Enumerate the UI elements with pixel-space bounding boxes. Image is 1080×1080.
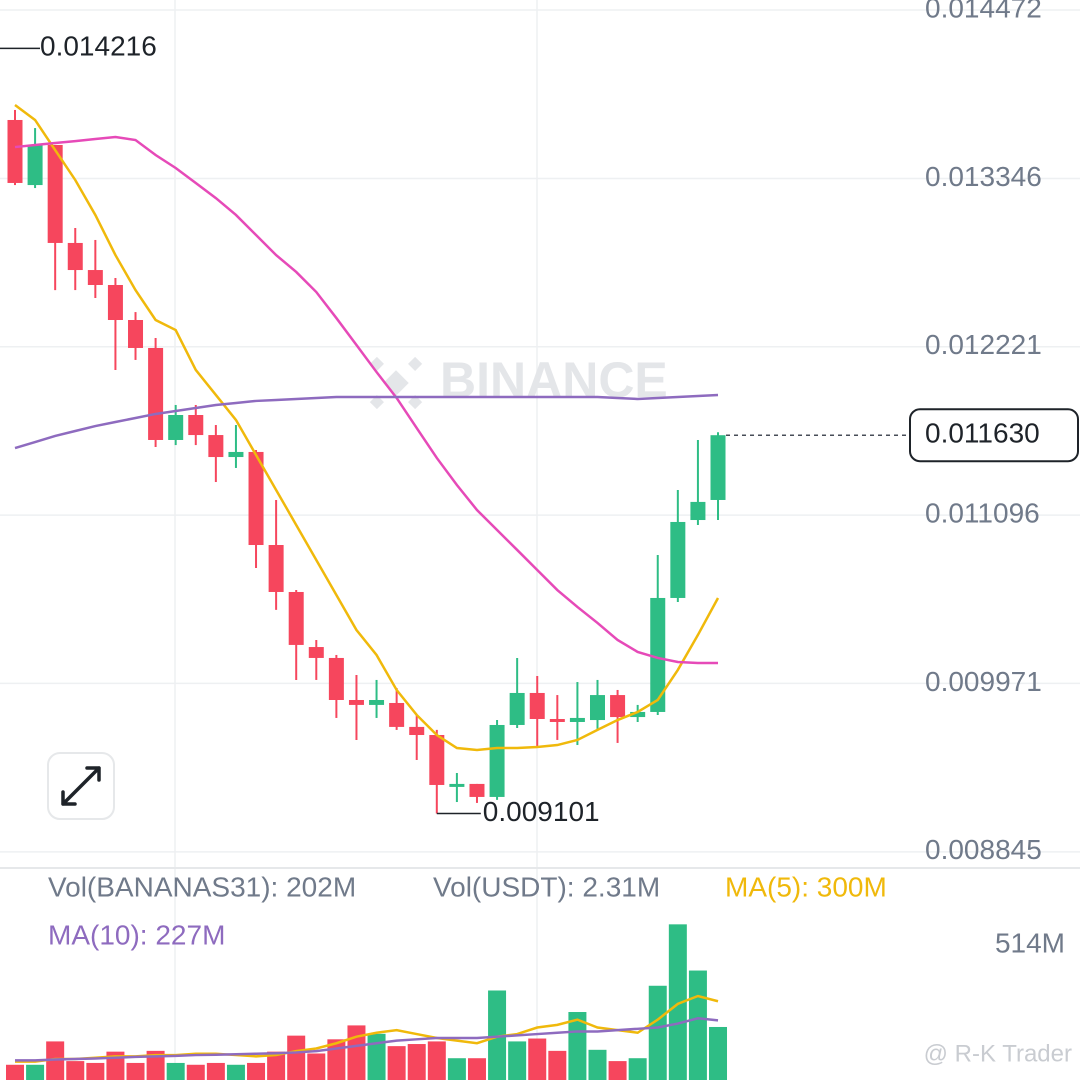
volume-bar (548, 1050, 567, 1080)
volume-bar (126, 1062, 145, 1080)
volume-bar (66, 1061, 85, 1080)
volume-bar (668, 924, 687, 1080)
candle-body (529, 692, 545, 719)
ma-line (14, 393, 719, 450)
volume-bar (588, 1049, 607, 1080)
candle-body (7, 119, 23, 183)
volume-bar (146, 1050, 165, 1080)
volume-bar (287, 1035, 306, 1080)
volume-bar (407, 1044, 426, 1080)
candle-body (630, 711, 646, 718)
volume-bar (608, 1061, 627, 1080)
volume-bar (427, 1041, 446, 1080)
candle-body (569, 717, 585, 722)
volume-bar (467, 1058, 486, 1080)
ma-line (14, 135, 719, 665)
volume-bar (226, 1064, 245, 1080)
candle-body (690, 501, 706, 521)
high-label: 0.014216 (40, 31, 157, 62)
candle-body (409, 726, 425, 736)
volume-bar (347, 1025, 366, 1080)
y-tick-label: 514M (995, 927, 1065, 958)
volume-bar (688, 970, 707, 1080)
candle-body (308, 647, 324, 658)
volume-ma-line (15, 1017, 719, 1062)
candle-body (449, 783, 465, 787)
volume-bar (206, 1062, 225, 1080)
candle-body (228, 451, 244, 458)
legend-entry: MA(10): 227M (48, 919, 225, 950)
y-tick-label: 0.013346 (925, 161, 1042, 192)
candle-body (148, 347, 164, 440)
y-tick-label: 0.008845 (925, 834, 1042, 865)
y-tick-label: 0.014472 (925, 0, 1042, 23)
candle-body (248, 451, 264, 546)
candle-body (168, 415, 184, 440)
volume-bar (568, 1012, 587, 1080)
candle-body (87, 270, 103, 285)
candle-body (107, 284, 123, 321)
watermark-logo (369, 356, 423, 410)
volume-bar (307, 1053, 326, 1080)
volume-bar (387, 1046, 406, 1080)
credit: @ R-K Trader (924, 1040, 1072, 1067)
candle-body (328, 657, 344, 700)
candle-body (489, 724, 505, 797)
legend-entry: MA(5): 300M (725, 871, 887, 902)
legend-entry: Vol(BANANAS31): 202M (48, 871, 356, 902)
last-price-label: 0.011630 (925, 418, 1040, 449)
volume-bar (628, 1058, 647, 1080)
volume-bar (166, 1062, 185, 1080)
candle-body (128, 320, 144, 348)
low-label: 0.009101 (483, 796, 600, 827)
volume-bar (86, 1062, 105, 1080)
candle-body (27, 144, 43, 186)
candle-body (589, 695, 605, 721)
candle-body (208, 435, 224, 458)
volume-bar (247, 1062, 266, 1080)
candle-body (369, 699, 385, 705)
volume-bar (26, 1064, 45, 1080)
candle-body (610, 695, 626, 718)
candle-body (389, 702, 405, 727)
candle-body (670, 521, 686, 598)
volume-bar (488, 990, 507, 1080)
volume-bar (508, 1041, 527, 1080)
volume-bar (528, 1038, 547, 1080)
candle-body (348, 699, 364, 705)
volume-bar (6, 1064, 24, 1080)
expand-button[interactable] (47, 752, 115, 820)
legend-entry: Vol(USDT): 2.31M (433, 871, 660, 902)
volume-bar (447, 1058, 466, 1080)
ma-line (14, 104, 720, 752)
candle-body (268, 545, 284, 592)
y-tick-label: 0.011096 (925, 497, 1040, 528)
candle-body (549, 718, 565, 722)
volume-bar (367, 1033, 386, 1080)
volume-bar (186, 1064, 205, 1080)
candle-body (710, 435, 726, 500)
y-tick-label: 0.009971 (925, 666, 1042, 697)
candle-body (429, 735, 445, 785)
candle-body (650, 597, 666, 712)
y-tick-label: 0.012221 (925, 329, 1042, 360)
candle-body (47, 144, 63, 243)
candle-body (67, 242, 83, 271)
candle-body (188, 415, 204, 436)
candle-body (509, 692, 525, 725)
candle-body (288, 591, 304, 645)
volume-bar (648, 985, 667, 1080)
candle-body (469, 783, 485, 797)
last-price-box (909, 408, 1079, 463)
volume-bar (267, 1051, 286, 1080)
volume-bar (709, 1026, 728, 1080)
